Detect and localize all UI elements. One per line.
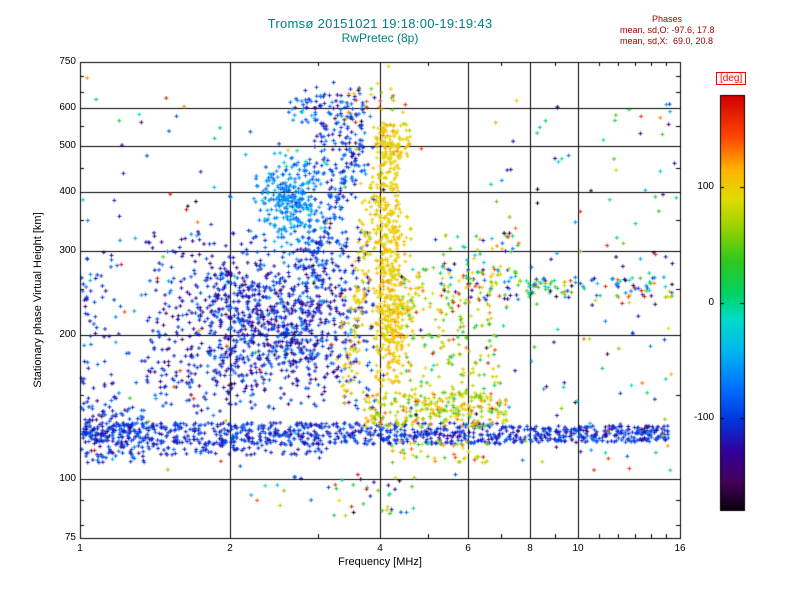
colorbar-tick-label: 0 — [708, 297, 714, 308]
phase-stats-heading: Phases — [652, 14, 683, 24]
x-tick-label: 2 — [227, 543, 233, 554]
colorbar-tick-label: -100 — [693, 412, 714, 423]
x-tick-label: 6 — [465, 543, 471, 554]
x-tick-label: 8 — [527, 543, 533, 554]
y-tick-label: 600 — [59, 102, 76, 113]
phase-stats: Phases mean, sd,O: -97.6, 17.8 mean, sd,… — [620, 14, 715, 47]
y-tick-label: 300 — [59, 245, 76, 256]
y-tick-label: 200 — [59, 329, 76, 340]
x-tick-label: 1 — [77, 543, 83, 554]
x-tick-label: 4 — [377, 543, 383, 554]
y-tick-label: 400 — [59, 186, 76, 197]
phase-stats-o-line: mean, sd,O: -97.6, 17.8 — [620, 25, 715, 35]
x-tick-label: 16 — [674, 543, 686, 554]
phase-stats-x-line: mean, sd,X: 69.0, 20.8 — [620, 36, 714, 46]
colorbar-tick-label: 100 — [697, 181, 714, 192]
y-tick-label: 100 — [59, 473, 76, 484]
plot-title: Tromsø 20151021 19:18:00-19:19:43 — [267, 16, 493, 31]
plot-subtitle: RwPretec (8p) — [341, 31, 419, 45]
colorbar-unit-label: [deg] — [716, 72, 747, 85]
x-axis-label: Frequency [MHz] — [338, 556, 422, 568]
y-tick-label: 750 — [59, 56, 76, 67]
x-tick-label: 10 — [572, 543, 584, 554]
y-tick-label: 75 — [64, 532, 76, 543]
y-tick-label: 500 — [59, 140, 76, 151]
y-axis-label: Stationary phase Virtual Height [km] — [32, 212, 44, 388]
